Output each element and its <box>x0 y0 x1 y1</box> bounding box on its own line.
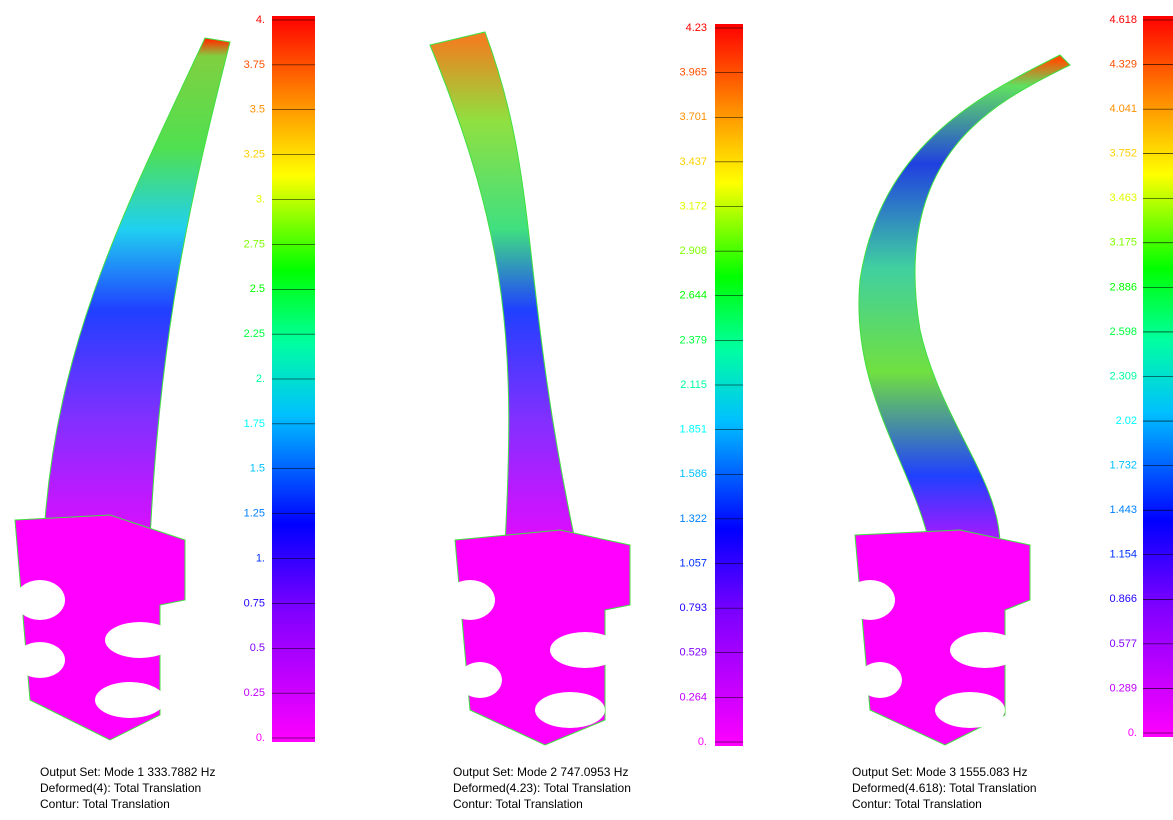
legend-label: 0.866 <box>1109 593 1137 605</box>
legend-label: 1.322 <box>679 513 707 525</box>
legend-label: 1.851 <box>679 424 707 436</box>
legend-label: 3.463 <box>1109 192 1137 204</box>
legend-label: 0. <box>256 732 265 744</box>
results-view: 4. 3.75 3.5 3.25 3. 2.75 2.5 2.25 2. 1.75 1.5 1.25 1… <box>0 0 1173 820</box>
legend-label: 2.644 <box>679 290 707 302</box>
legend-label: 3. <box>256 193 265 205</box>
legend-label: 3.75 <box>244 59 265 71</box>
legend-label: 3.25 <box>244 149 265 161</box>
legend-label: 0.264 <box>679 691 707 703</box>
model-3 <box>845 55 1070 745</box>
caption-line: Contur: Total Translation <box>453 797 583 811</box>
legend-label: 0.577 <box>1109 638 1137 650</box>
legend-label: 4. <box>256 14 265 26</box>
legend-label: 1.25 <box>244 508 265 520</box>
caption-line: Output Set: Mode 3 1555.083 Hz <box>852 765 1027 779</box>
legend-label: 2.02 <box>1116 415 1137 427</box>
legend-label: 0.25 <box>244 687 265 699</box>
model-2 <box>430 32 630 745</box>
legend-label: 1.443 <box>1109 504 1137 516</box>
model-1 <box>15 38 230 740</box>
legend-label: 3.175 <box>1109 237 1137 249</box>
legend-label: 2.309 <box>1109 370 1137 382</box>
legend-label: 0.529 <box>679 647 707 659</box>
legend-label: 1.732 <box>1109 460 1137 472</box>
legend-label: 2.5 <box>250 283 265 295</box>
legend-label: 0.793 <box>679 602 707 614</box>
legend-label: 2.115 <box>680 379 707 391</box>
caption-line: Deformed(4.618): Total Translation <box>852 781 1037 795</box>
legend-label: 1.5 <box>250 463 265 475</box>
legend-label: 1.057 <box>679 557 707 569</box>
legend-label: 1.586 <box>679 468 707 480</box>
legend-label: 3.752 <box>1109 148 1137 160</box>
legend-label: 2.75 <box>244 238 265 250</box>
caption-line: Contur: Total Translation <box>40 797 170 811</box>
caption-line: Deformed(4.23): Total Translation <box>453 781 631 795</box>
legend-label: 0.5 <box>250 642 265 654</box>
legend-label: 4.329 <box>1109 58 1137 70</box>
legend-label: 1.75 <box>244 418 265 430</box>
legend-label: 4.041 <box>1109 103 1137 115</box>
legend-label: 2.379 <box>679 334 707 346</box>
page: 4. 3.75 3.5 3.25 3. 2.75 2.5 2.25 2. 1.75 1.5 1.25 1… <box>0 0 1173 820</box>
legend-label: 1.154 <box>1109 549 1137 561</box>
legend-label: 2.886 <box>1109 281 1137 293</box>
legend-label: 3.437 <box>679 156 707 168</box>
legend-label: 2. <box>256 373 265 385</box>
legend-label: 1. <box>256 552 265 564</box>
legend-label: 0. <box>698 736 707 748</box>
legend-label: 4.618 <box>1109 14 1137 26</box>
caption-line: Output Set: Mode 2 747.0953 Hz <box>453 765 628 779</box>
legend-label: 2.908 <box>679 245 707 257</box>
legend-label: 0.75 <box>244 597 265 609</box>
legend-label: 2.25 <box>244 328 265 340</box>
legend-label: 4.23 <box>686 22 707 34</box>
caption-line: Contur: Total Translation <box>852 797 982 811</box>
legend-label: 0.289 <box>1109 682 1137 694</box>
caption-line: Deformed(4): Total Translation <box>40 781 201 795</box>
legend-label: 3.701 <box>679 111 707 123</box>
caption-line: Output Set: Mode 1 333.7882 Hz <box>40 765 215 779</box>
legend-label: 2.598 <box>1109 326 1137 338</box>
legend-label: 0. <box>1128 727 1137 739</box>
legend-label: 3.5 <box>250 104 265 116</box>
legend-label: 3.965 <box>679 67 707 79</box>
legend-label: 3.172 <box>679 200 707 212</box>
